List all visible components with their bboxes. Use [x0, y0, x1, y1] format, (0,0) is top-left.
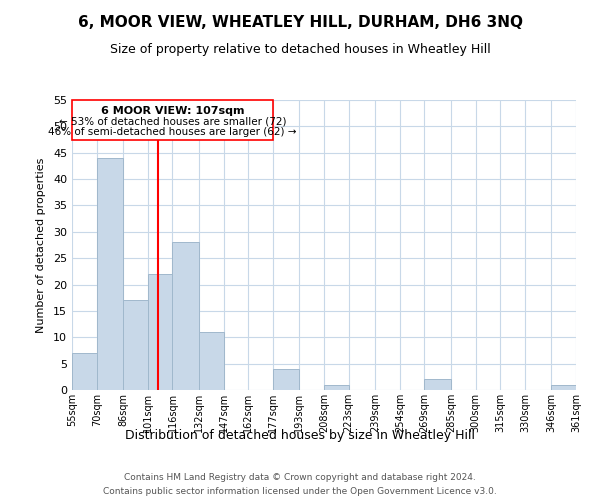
- Text: 46% of semi-detached houses are larger (62) →: 46% of semi-detached houses are larger (…: [48, 128, 297, 138]
- Text: Size of property relative to detached houses in Wheatley Hill: Size of property relative to detached ho…: [110, 42, 490, 56]
- Bar: [72, 353, 97, 390]
- Text: Contains HM Land Registry data © Crown copyright and database right 2024.: Contains HM Land Registry data © Crown c…: [124, 473, 476, 482]
- Bar: [551, 384, 576, 390]
- Text: Distribution of detached houses by size in Wheatley Hill: Distribution of detached houses by size …: [125, 428, 475, 442]
- Bar: [97, 158, 123, 390]
- Text: 6 MOOR VIEW: 107sqm: 6 MOOR VIEW: 107sqm: [101, 106, 244, 117]
- Bar: [324, 384, 349, 390]
- FancyBboxPatch shape: [72, 100, 273, 140]
- Bar: [123, 300, 148, 390]
- Text: Contains public sector information licensed under the Open Government Licence v3: Contains public sector information licen…: [103, 486, 497, 496]
- Bar: [273, 369, 299, 390]
- Bar: [148, 274, 172, 390]
- Bar: [172, 242, 199, 390]
- Text: 6, MOOR VIEW, WHEATLEY HILL, DURHAM, DH6 3NQ: 6, MOOR VIEW, WHEATLEY HILL, DURHAM, DH6…: [77, 15, 523, 30]
- Text: ← 53% of detached houses are smaller (72): ← 53% of detached houses are smaller (72…: [59, 117, 286, 127]
- Bar: [424, 380, 451, 390]
- Y-axis label: Number of detached properties: Number of detached properties: [36, 158, 46, 332]
- Bar: [199, 332, 224, 390]
